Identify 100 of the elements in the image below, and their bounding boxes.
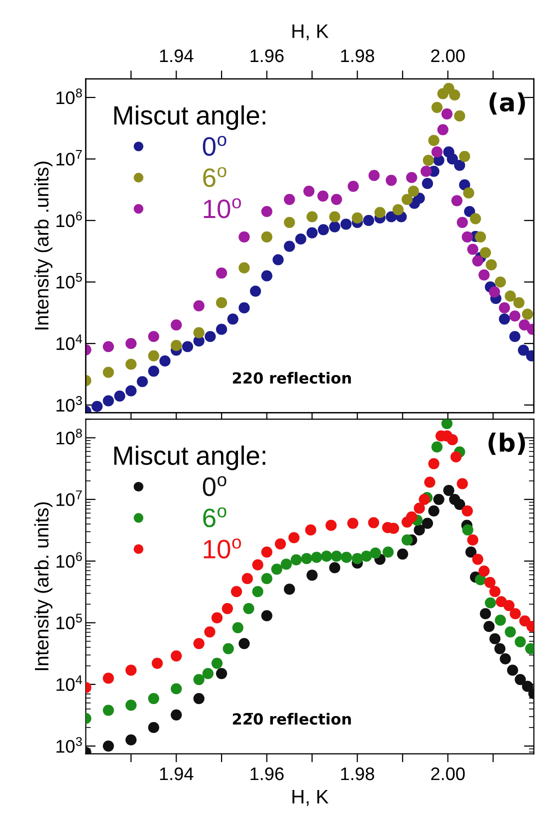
point xyxy=(125,385,137,396)
point xyxy=(488,286,500,298)
point xyxy=(261,270,272,282)
point xyxy=(305,524,316,536)
point xyxy=(446,434,458,446)
point xyxy=(374,206,386,218)
point xyxy=(386,174,397,186)
point xyxy=(148,722,160,734)
point xyxy=(431,441,443,452)
legend-title: Miscut angle: xyxy=(114,105,266,130)
point xyxy=(456,216,468,228)
point xyxy=(406,172,418,184)
point xyxy=(311,552,322,563)
point xyxy=(170,340,182,351)
point xyxy=(284,216,295,228)
point xyxy=(514,674,526,686)
x-tick-label: 1.98 xyxy=(341,767,374,780)
point xyxy=(463,187,474,199)
point xyxy=(484,597,496,608)
point xyxy=(211,612,223,624)
point xyxy=(449,89,460,100)
point xyxy=(303,186,314,197)
point xyxy=(504,626,516,638)
x2-tick-label: 2.00 xyxy=(431,49,465,62)
point xyxy=(500,653,511,664)
point xyxy=(402,534,413,546)
point xyxy=(509,330,520,342)
point xyxy=(462,505,473,517)
point xyxy=(284,240,295,252)
point xyxy=(340,552,352,563)
legend-label: 0$^{o}$ xyxy=(202,476,226,496)
point xyxy=(480,247,491,258)
point xyxy=(470,213,482,224)
point xyxy=(202,668,214,680)
point xyxy=(271,564,282,575)
point xyxy=(472,255,484,266)
point xyxy=(489,586,500,598)
point xyxy=(193,692,204,704)
point xyxy=(424,476,436,488)
point xyxy=(170,683,182,694)
point xyxy=(170,709,182,720)
x-tick-label: 1.96 xyxy=(250,767,284,780)
point xyxy=(347,518,358,529)
point xyxy=(182,341,194,352)
point xyxy=(261,610,272,622)
point xyxy=(102,672,114,684)
point xyxy=(243,602,254,614)
point xyxy=(102,704,114,716)
point xyxy=(509,310,520,322)
point xyxy=(437,124,448,136)
y-tick-label: 10$^{5}$ xyxy=(56,273,82,289)
point xyxy=(125,338,137,350)
point xyxy=(348,180,359,192)
y-tick-label: 10$^{8}$ xyxy=(56,88,82,104)
y-tick-label: 10$^{6}$ xyxy=(56,212,82,228)
point xyxy=(454,110,466,122)
point xyxy=(238,262,250,274)
legend-title: Miscut angle: xyxy=(114,446,266,470)
point xyxy=(148,350,160,362)
point xyxy=(272,254,284,266)
point xyxy=(102,341,114,352)
y-tick-label: 10$^{8}$ xyxy=(56,428,82,444)
point xyxy=(352,552,363,564)
point xyxy=(216,668,228,680)
point xyxy=(193,638,204,650)
x2-axis-title: H, K xyxy=(292,24,328,40)
point xyxy=(454,498,466,510)
point xyxy=(467,534,478,546)
point xyxy=(238,231,250,243)
annotation: (a) xyxy=(490,92,525,115)
point xyxy=(510,608,521,620)
point xyxy=(318,224,329,236)
point xyxy=(386,211,397,222)
point xyxy=(474,231,486,243)
point xyxy=(295,233,306,245)
point xyxy=(261,206,272,218)
point xyxy=(216,324,228,335)
point xyxy=(503,600,515,612)
point xyxy=(204,626,216,638)
point xyxy=(513,297,524,308)
point xyxy=(519,615,530,626)
point xyxy=(125,700,137,711)
point xyxy=(288,532,300,544)
x-axis-title: H, K xyxy=(292,790,328,806)
point xyxy=(441,108,453,120)
point xyxy=(392,204,404,216)
point xyxy=(352,212,363,224)
point xyxy=(216,297,228,308)
point xyxy=(261,231,272,243)
point xyxy=(428,505,440,517)
y-tick-label: 10$^{6}$ xyxy=(56,552,82,568)
point xyxy=(478,269,490,281)
point xyxy=(402,194,413,205)
point xyxy=(148,330,160,342)
legend-label: 6$^{o}$ xyxy=(203,507,226,528)
point xyxy=(306,227,318,238)
legend-label: 6$^{o}$ xyxy=(203,167,226,188)
point xyxy=(450,451,462,462)
point xyxy=(216,267,228,279)
point xyxy=(422,518,434,529)
